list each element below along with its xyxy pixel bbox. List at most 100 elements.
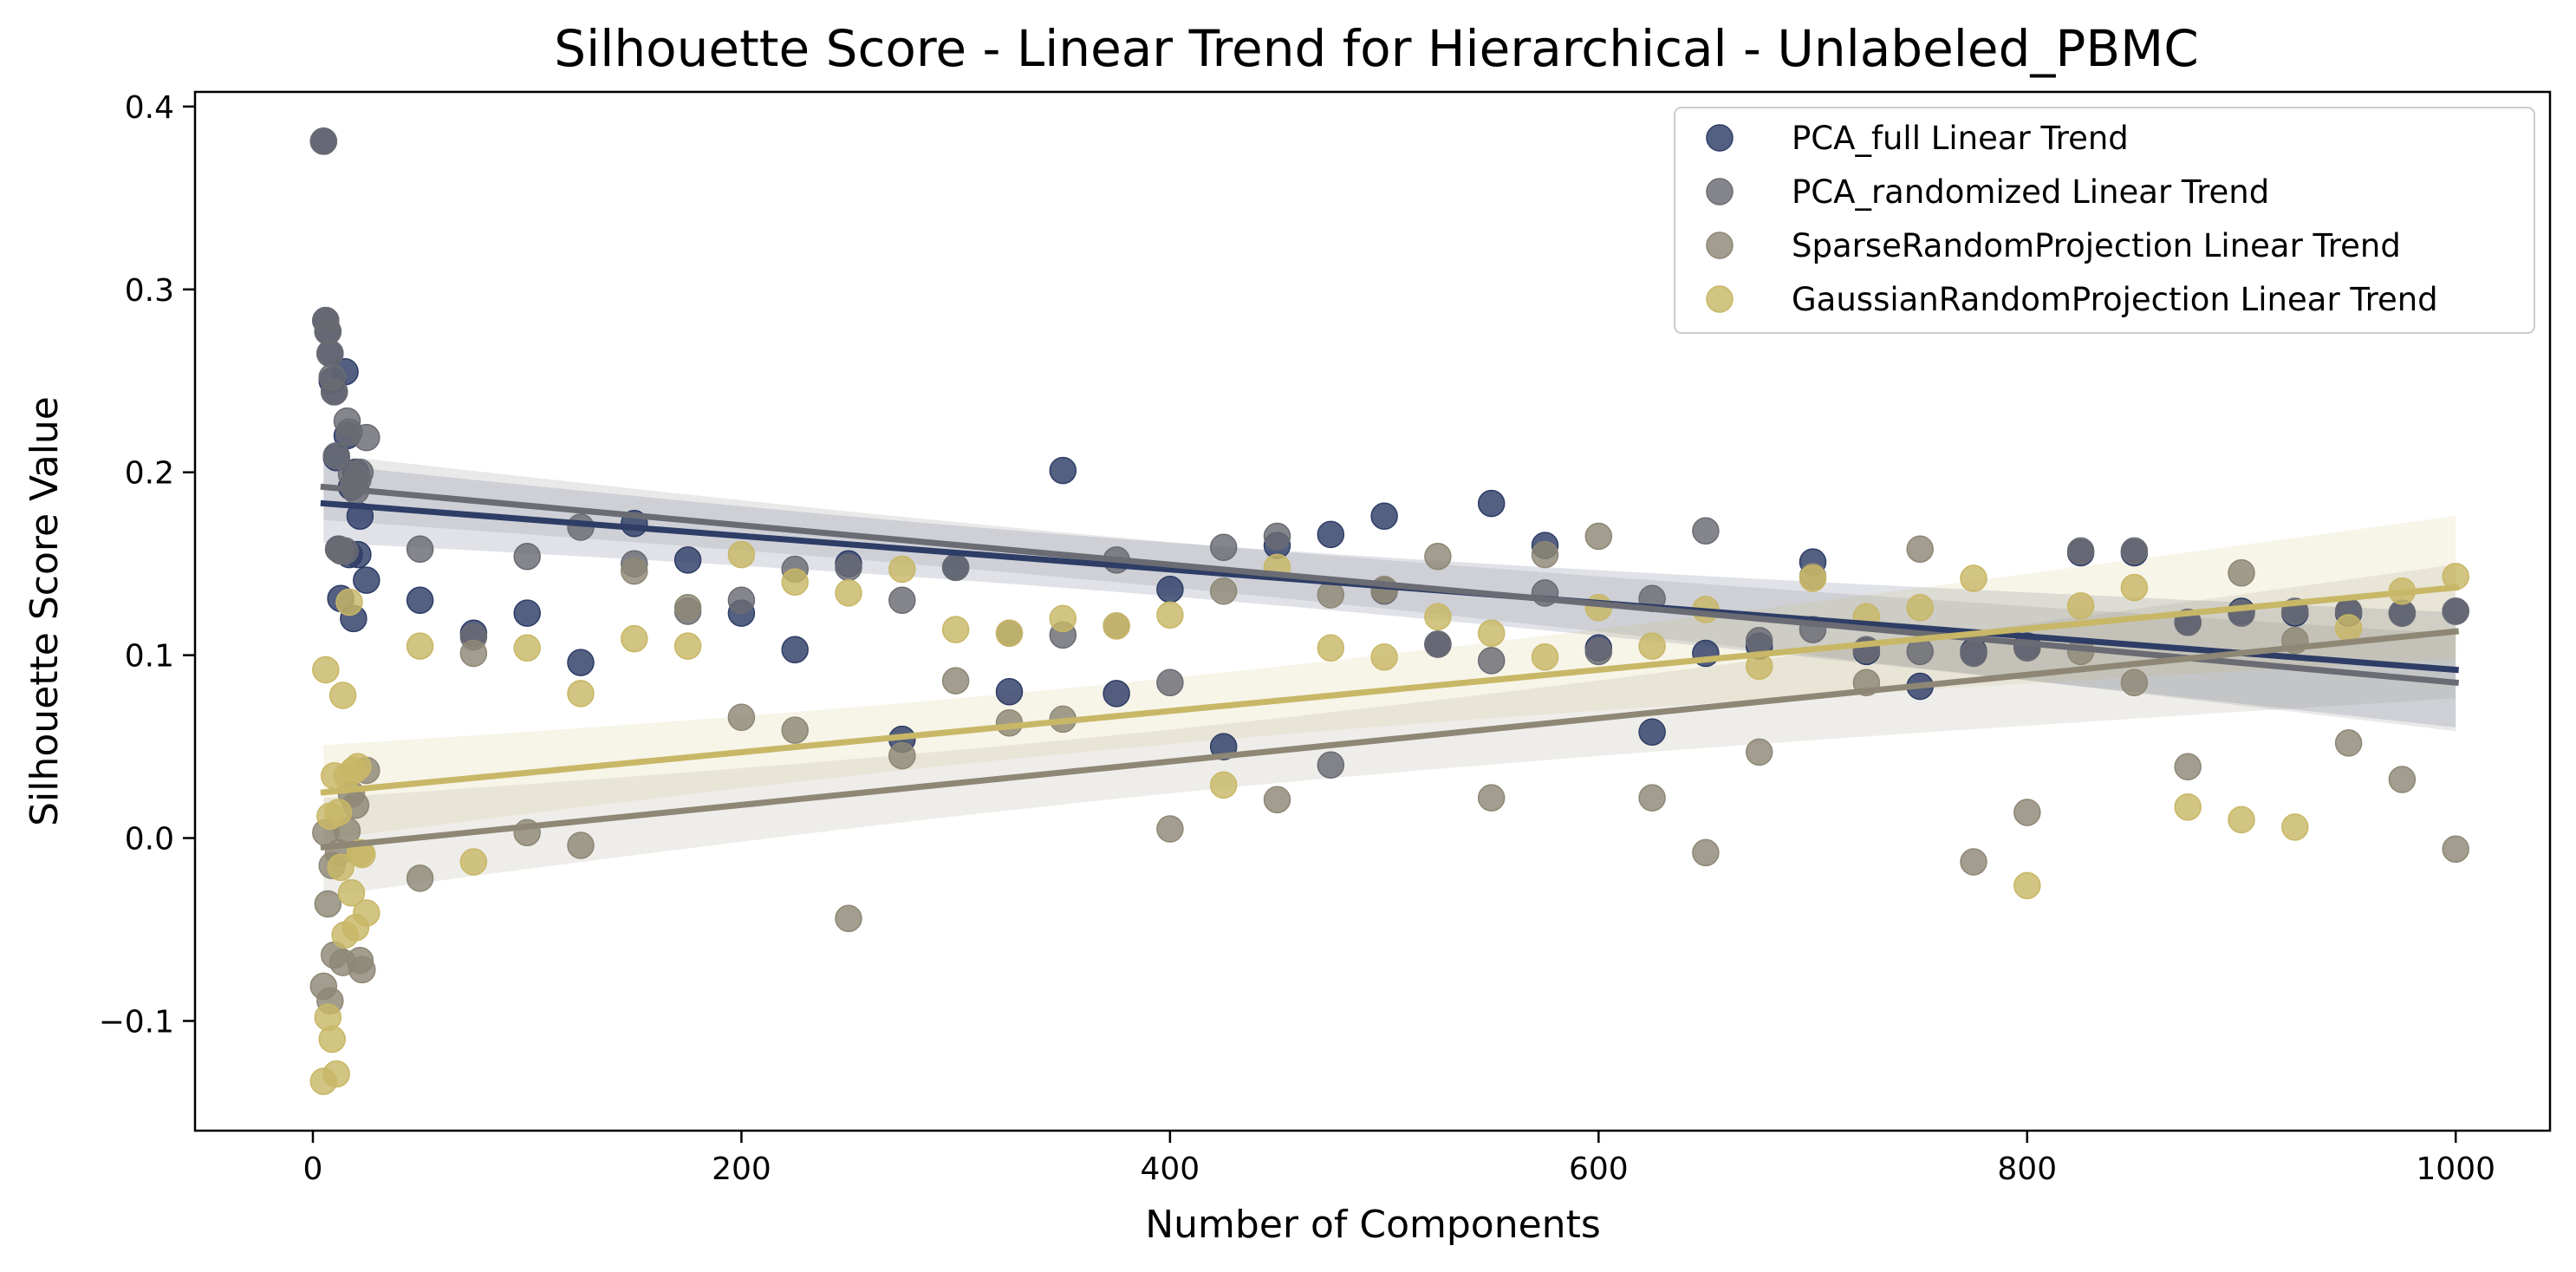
- data-point: [995, 619, 1024, 648]
- data-point: [1745, 626, 1773, 655]
- data-point: [941, 553, 970, 582]
- data-point: [2228, 558, 2255, 587]
- data-point: [1103, 680, 1130, 708]
- data-point: [1317, 634, 1345, 662]
- legend-box: [1674, 107, 2535, 334]
- data-point: [2442, 835, 2469, 863]
- x-tick-label: 0: [303, 1151, 323, 1187]
- legend-label: PCA_full Linear Trend: [1792, 120, 2129, 157]
- data-point: [1531, 643, 1559, 671]
- y-axis-ticks: −0.1 0.0 0.1 0.2 0.3 0.4: [99, 90, 195, 1040]
- data-point: [322, 441, 350, 470]
- data-point: [1103, 612, 1130, 640]
- data-point: [1477, 647, 1506, 675]
- y-tick-label: 0.1: [125, 639, 174, 675]
- data-point: [2120, 573, 2149, 602]
- data-point: [1209, 771, 1238, 799]
- y-tick-label: 0.3: [125, 273, 174, 309]
- data-point: [1317, 751, 1345, 779]
- data-point: [2013, 799, 2041, 826]
- data-point: [331, 537, 359, 565]
- data-point: [835, 904, 862, 933]
- data-point: [1263, 786, 1291, 813]
- data-point: [888, 555, 916, 584]
- plot-area-frame: [193, 90, 2552, 1132]
- legend-marker: [1706, 124, 1734, 152]
- data-point: [1477, 489, 1506, 518]
- data-point: [1370, 643, 1398, 671]
- data-point: [1906, 535, 1934, 564]
- y-axis-label: Silhouette Score Value: [23, 396, 67, 826]
- data-point: [353, 899, 381, 927]
- data-point: [1209, 577, 1238, 605]
- data-point: [727, 703, 756, 732]
- y-tick-label: −0.1: [99, 1004, 174, 1040]
- data-point: [1477, 619, 1506, 648]
- legend-marker: [1706, 285, 1734, 313]
- chart-title: Silhouette Score - Linear Trend for Hier…: [554, 19, 2198, 78]
- data-point: [459, 848, 488, 876]
- legend-label: SparseRandomProjection Linear Trend: [1792, 227, 2401, 264]
- data-point: [1370, 502, 1398, 531]
- data-point: [1531, 540, 1559, 569]
- data-point: [406, 632, 434, 660]
- legend-marker: [1706, 232, 1734, 259]
- data-point: [727, 540, 756, 569]
- data-point: [781, 636, 809, 664]
- data-point: [621, 557, 648, 585]
- data-point: [1638, 632, 1666, 660]
- legend-marker: [1706, 178, 1734, 205]
- x-tick-label: 600: [1569, 1151, 1629, 1187]
- data-point: [353, 566, 381, 594]
- data-point: [322, 1060, 350, 1088]
- y-tick-label: 0.4: [125, 90, 174, 126]
- data-point: [1906, 594, 1934, 622]
- data-point: [513, 634, 541, 662]
- x-tick-label: 1000: [2416, 1151, 2495, 1187]
- data-point: [2228, 599, 2255, 627]
- data-point: [673, 632, 702, 660]
- data-point: [1638, 718, 1666, 746]
- data-point: [1156, 601, 1184, 629]
- trend-line-2: [320, 628, 2460, 851]
- data-point: [513, 599, 541, 627]
- data-point: [2120, 669, 2149, 697]
- data-point: [1584, 637, 1613, 666]
- data-point: [835, 553, 862, 582]
- data-point: [309, 127, 338, 155]
- data-point: [1960, 848, 1987, 876]
- data-point: [320, 378, 348, 406]
- trend-line-3: [320, 584, 2460, 796]
- data-point: [1156, 575, 1184, 603]
- data-point: [1263, 522, 1291, 551]
- data-point: [406, 864, 434, 892]
- data-point: [1745, 738, 1773, 766]
- data-point: [1209, 533, 1238, 561]
- legend-label: GaussianRandomProjection Linear Trend: [1792, 281, 2438, 318]
- data-point: [1317, 520, 1345, 549]
- data-point: [2334, 729, 2363, 757]
- data-point: [346, 458, 374, 486]
- data-point: [2388, 766, 2417, 793]
- data-point: [459, 639, 488, 668]
- data-point: [2281, 813, 2309, 841]
- data-point: [324, 799, 353, 826]
- data-point: [2174, 793, 2202, 821]
- data-point: [327, 853, 355, 882]
- data-point: [995, 678, 1024, 706]
- data-point: [888, 741, 916, 770]
- data-point: [318, 1025, 346, 1053]
- data-point: [567, 649, 595, 676]
- data-point: [941, 616, 970, 643]
- data-point: [673, 546, 702, 574]
- data-point: [2442, 597, 2469, 625]
- data-point: [1156, 669, 1184, 697]
- data-point: [781, 568, 809, 597]
- data-point: [348, 956, 376, 984]
- data-point: [673, 594, 702, 622]
- data-point: [1424, 630, 1452, 658]
- data-point: [567, 680, 595, 708]
- data-point: [2228, 806, 2255, 834]
- trend-line-1: [320, 483, 2460, 687]
